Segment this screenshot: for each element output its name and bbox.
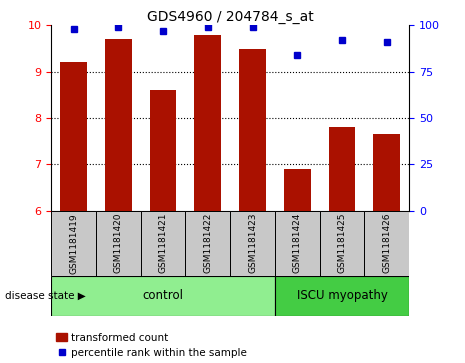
Text: GSM1181420: GSM1181420 [114,213,123,273]
Text: GSM1181423: GSM1181423 [248,213,257,273]
Bar [150,90,176,211]
Bar [194,34,221,211]
Text: disease state ▶: disease state ▶ [5,291,86,301]
Text: GSM1181425: GSM1181425 [338,213,346,273]
Bar [51,211,96,276]
Text: GSM1181421: GSM1181421 [159,213,167,273]
Title: GDS4960 / 204784_s_at: GDS4960 / 204784_s_at [147,11,313,24]
Bar [186,211,230,276]
Bar [51,276,275,316]
Text: GSM1181426: GSM1181426 [382,213,392,273]
Bar [140,211,186,276]
Bar [373,134,400,211]
Bar [329,127,355,211]
Bar [365,211,409,276]
Legend: transformed count, percentile rank within the sample: transformed count, percentile rank withi… [56,333,247,358]
Bar [284,169,311,211]
Text: ISCU myopathy: ISCU myopathy [297,289,387,302]
Bar [105,39,132,211]
Text: GSM1181424: GSM1181424 [293,213,302,273]
Bar [230,211,275,276]
Bar [275,276,409,316]
Bar [320,211,365,276]
Bar [96,211,140,276]
Bar [60,62,87,211]
Text: GSM1181422: GSM1181422 [203,213,213,273]
Text: control: control [143,289,184,302]
Bar [275,211,320,276]
Text: GSM1181419: GSM1181419 [69,213,78,274]
Bar [239,49,266,211]
